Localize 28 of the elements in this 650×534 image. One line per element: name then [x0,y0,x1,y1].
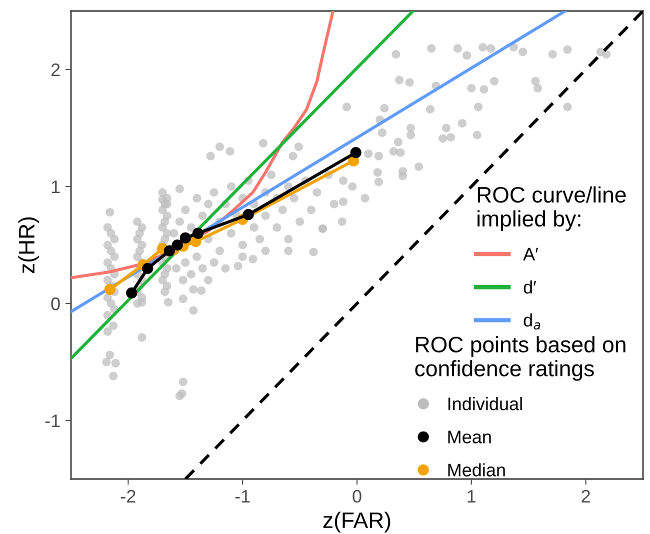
y-axis-title: z(HR) [18,217,39,274]
legend-label: A′ [523,248,538,260]
y-tick-label: 2 [51,63,60,76]
point [142,262,154,274]
x-tick-label: -2 [120,490,136,502]
point [172,239,183,251]
x-tick-label: -1 [235,490,250,502]
point [350,147,362,158]
x-axis-title: z(FAR) [323,512,390,533]
text: ROC curve/line implied by: [478,186,626,232]
x-tick-label: 0 [352,490,362,503]
y-tick-label: 0 [51,297,60,310]
y-tick-label: 1 [52,180,60,194]
text: ROC points based on confidence ratings [415,336,626,381]
legend-label: Median [448,463,505,476]
point [126,287,138,299]
legend-label: Mean [448,430,491,444]
legend-label: d′ [524,280,536,294]
point [164,245,175,256]
point [242,209,254,220]
point [104,284,116,296]
legend-label: Individual [448,397,522,410]
x-tick-label: 2 [582,490,590,502]
point [180,232,191,244]
x-tick-label: 1 [468,490,476,502]
y-tick-label: -1 [45,414,60,428]
point [192,228,204,239]
legend-label: d$_{a}$ [524,313,540,330]
